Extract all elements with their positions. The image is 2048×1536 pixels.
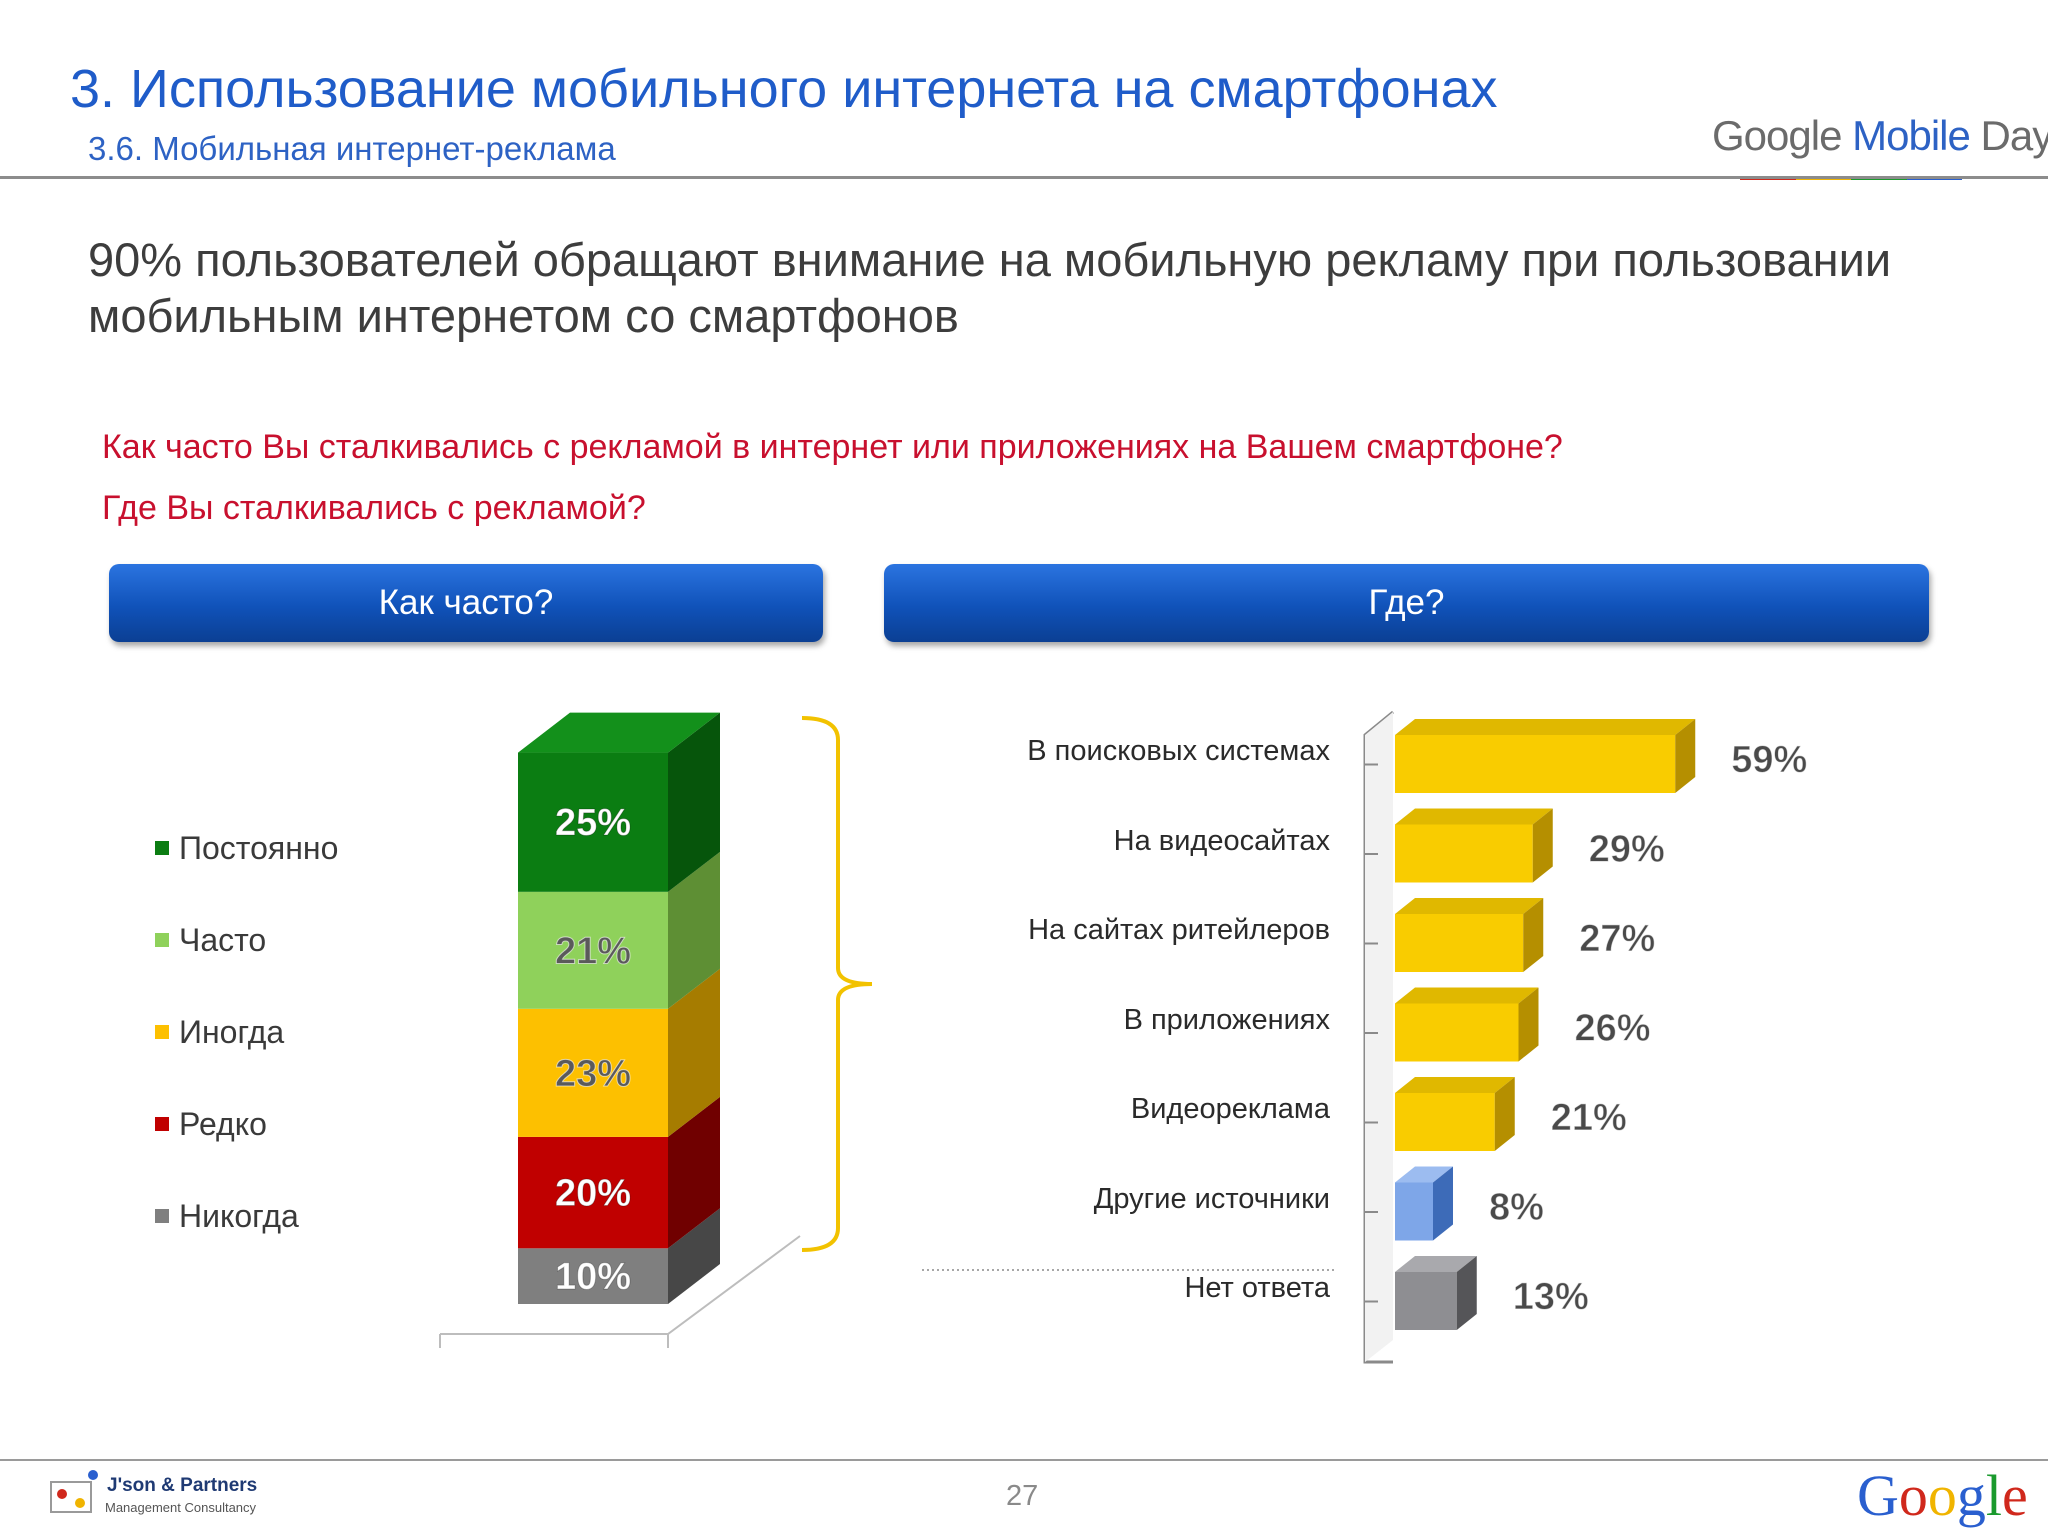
stack-segment-front xyxy=(518,1136,668,1249)
bar-top xyxy=(1395,1077,1515,1093)
bar-top xyxy=(1395,719,1696,735)
header-divider xyxy=(0,176,2048,179)
bar-value-label: 59% xyxy=(1731,739,1807,781)
category-label: На видеосайтах xyxy=(1113,824,1330,857)
category-label: В поисковых системах xyxy=(1027,735,1330,767)
bar-value-label: 27% xyxy=(1579,918,1655,960)
bar-front xyxy=(1395,1093,1495,1151)
stack-segment-side xyxy=(668,968,720,1137)
bracket xyxy=(801,716,873,1252)
bar-side xyxy=(1523,898,1544,972)
google-logo-letter: o xyxy=(1927,1463,1957,1528)
bar-front xyxy=(1395,1003,1519,1062)
legend-swatch xyxy=(155,1116,169,1131)
legend-label: Иногда xyxy=(179,1014,285,1050)
stacked-bars: 10% 20% 23% 21% 25% xyxy=(518,712,720,1304)
legend-item-sometimes: Иногда xyxy=(155,1014,284,1051)
section-header-where: Где? xyxy=(884,564,1929,642)
stack-segment-label: 10% xyxy=(555,1256,631,1298)
legend-item-rarely: Редко xyxy=(155,1106,267,1143)
bar-value-label: 8% xyxy=(1489,1187,1544,1229)
stack-segment-side xyxy=(668,712,720,892)
bar-front xyxy=(1395,914,1524,972)
partner-subtitle: Management Consultancy xyxy=(105,1500,257,1515)
stack-segment-front xyxy=(518,752,668,892)
legend-item-never: Никогда xyxy=(155,1198,299,1235)
stack-segment-front xyxy=(518,1008,668,1137)
bar-value-label: 26% xyxy=(1575,1008,1651,1050)
chart-axis xyxy=(922,710,1394,1364)
legend-label: Редко xyxy=(179,1106,267,1142)
brand-mobile: Mobile xyxy=(1852,112,1971,159)
legend-label: Никогда xyxy=(179,1198,299,1234)
google-logo-letter: e xyxy=(2002,1463,2028,1528)
google-logo-letter: G xyxy=(1857,1463,1899,1528)
bar-top xyxy=(1395,1166,1453,1183)
bar-side xyxy=(1518,987,1539,1062)
bar-front xyxy=(1395,824,1533,883)
page-number: 27 xyxy=(1006,1480,1039,1512)
legend-item-often: Часто xyxy=(155,922,266,959)
stack-segment-side xyxy=(668,1208,720,1304)
bar-side xyxy=(1494,1077,1515,1151)
question-where: Где Вы сталкивались с рекламой? xyxy=(102,489,646,527)
stack-segment-top xyxy=(518,712,720,753)
category-label: Видеореклама xyxy=(1130,1093,1330,1125)
bar-top xyxy=(1395,987,1539,1004)
brand-google: Google xyxy=(1712,112,1842,159)
category-label: В приложениях xyxy=(1123,1003,1330,1036)
slide-title: 3. Использование мобильного интернета на… xyxy=(70,59,1498,119)
google-logo: Google xyxy=(1857,1462,2028,1529)
bar-top xyxy=(1395,898,1544,914)
bar-side xyxy=(1456,1256,1477,1330)
slide-subtitle: 3.6. Мобильная интернет-реклама xyxy=(88,130,616,167)
stack-segment-label: 21% xyxy=(555,930,631,972)
bar-side xyxy=(1532,808,1553,883)
google-mobile-day-logo: Google Mobile Day xyxy=(1712,112,2048,160)
category-label: Другие источники xyxy=(1093,1182,1330,1215)
stack-segment-front xyxy=(518,1248,668,1304)
axis-wall xyxy=(1365,712,1393,1362)
legend-label: Часто xyxy=(179,922,267,958)
bar-value-label: 13% xyxy=(1513,1276,1589,1318)
question-frequency: Как часто Вы сталкивались с рекламой в и… xyxy=(102,428,1563,466)
bar-front xyxy=(1395,1272,1457,1330)
horizontal-bars: 59% 29% 27% 26% 21% 8% 13% xyxy=(1395,719,1808,1330)
legend-swatch xyxy=(155,932,169,947)
google-logo-letter: g xyxy=(1956,1463,1986,1528)
bar-front xyxy=(1395,1182,1433,1241)
headline: 90% пользователей обращают внимание на м… xyxy=(88,233,1892,342)
section-header-frequency: Как часто? xyxy=(109,564,823,642)
bar-front xyxy=(1395,735,1676,793)
stack-segment-label: 23% xyxy=(555,1053,631,1095)
legend-swatch xyxy=(155,1208,169,1223)
legend-swatch xyxy=(155,1024,169,1039)
footer-divider xyxy=(0,1459,2048,1461)
bar-value-label: 29% xyxy=(1589,829,1665,871)
bar-value-label: 21% xyxy=(1551,1097,1627,1139)
chart-floor xyxy=(439,1235,801,1348)
legend-item-constantly: Постоянно xyxy=(155,830,338,867)
stack-segment-label: 20% xyxy=(555,1173,631,1215)
stack-segment-front xyxy=(518,891,668,1009)
bar-top xyxy=(1395,1256,1477,1272)
category-label: На сайтах ритейлеров xyxy=(1028,914,1330,946)
partner-name: J'son & Partners xyxy=(107,1475,258,1496)
stack-segment-side xyxy=(668,851,720,1009)
bar-side xyxy=(1675,719,1696,793)
stack-segment-side xyxy=(668,1096,720,1249)
google-logo-letter: o xyxy=(1898,1463,1928,1528)
category-label: Нет ответа xyxy=(1184,1272,1330,1304)
google-logo-letter: l xyxy=(1985,1463,2003,1528)
stack-segment-label: 25% xyxy=(555,802,631,844)
bar-top xyxy=(1395,808,1553,825)
brand-day: Day xyxy=(1980,112,2048,159)
legend-swatch xyxy=(155,840,169,855)
legend-label: Постоянно xyxy=(179,830,339,866)
bar-side xyxy=(1433,1166,1453,1241)
partner-logo-icon xyxy=(50,1470,98,1513)
